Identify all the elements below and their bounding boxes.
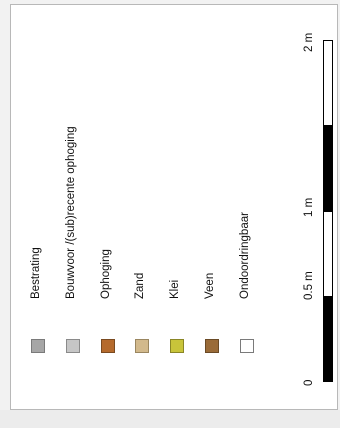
legend-label-ondoordringbaar: Ondoordringbaar [239, 212, 251, 299]
swatch-veen [205, 339, 219, 353]
scale-label-1m: 1 m [303, 197, 315, 217]
legend-label-ophoging: Ophoging [100, 249, 112, 299]
legend-label-klei: Klei [169, 279, 181, 299]
scale-label-half-m: 0.5 m [303, 271, 315, 300]
scale-segment-15-2 [323, 40, 333, 126]
legend-label-veen: Veen [204, 272, 216, 299]
scale-bar [323, 40, 333, 382]
legend-label-bouwvoor: Bouwvoor /(sub)recente ophoging [65, 126, 77, 299]
swatch-zand [135, 339, 149, 353]
swatch-bouwvoor [66, 339, 80, 353]
scale-segment-0-05 [323, 296, 333, 382]
swatch-ondoordringbaar [240, 339, 254, 353]
scale-segment-1-15 [323, 125, 333, 211]
legend-label-zand: Zand [134, 272, 146, 299]
swatch-bestrating [31, 339, 45, 353]
scale-label-2m: 2 m [303, 32, 315, 52]
bottom-strip [0, 410, 340, 428]
swatch-klei [170, 339, 184, 353]
scale-segment-05-1 [323, 211, 333, 297]
scale-label-0: 0 [303, 379, 315, 386]
swatch-ophoging [101, 339, 115, 353]
legend-label-bestrating: Bestrating [30, 247, 42, 299]
legend-panel: Bestrating Bouwvoor /(sub)recente ophogi… [10, 4, 338, 410]
